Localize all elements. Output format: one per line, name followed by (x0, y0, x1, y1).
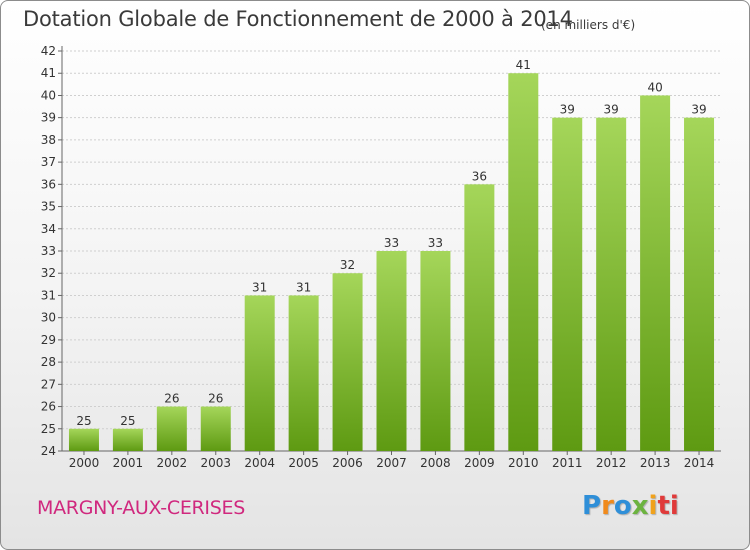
y-tick-labels: 24 25 26 27 28 29 30 31 32 33 34 35 36 37 38 39 40 41 42 (41, 44, 56, 458)
data-label: 40 (647, 80, 662, 94)
y-tick-label: 37 (41, 155, 56, 169)
y-tick-label: 29 (41, 333, 56, 347)
bar (640, 95, 671, 451)
x-tick-label: 2011 (552, 456, 583, 470)
data-labels: 25 25 26 26 31 31 32 33 33 36 41 39 39 40 39 (76, 58, 706, 428)
x-tick-labels: 2000 2001 2002 2003 2004 2005 2006 2007 2008 2009… (69, 456, 715, 470)
bar (420, 251, 451, 451)
y-tick-label: 33 (41, 244, 56, 258)
y-tick-label: 31 (41, 288, 56, 302)
data-label: 39 (560, 103, 575, 117)
y-tick-label: 30 (41, 311, 56, 325)
proxiti-logo: Proxiti (582, 491, 679, 521)
x-tick-label: 2012 (596, 456, 627, 470)
x-tick-label: 2006 (332, 456, 363, 470)
y-tick-label: 41 (41, 66, 56, 80)
data-label: 33 (428, 236, 443, 250)
bar (112, 428, 143, 451)
logo-letter: P (582, 491, 602, 521)
y-tick-label: 35 (41, 200, 56, 214)
y-tick-label: 40 (41, 88, 56, 102)
data-label: 36 (472, 169, 487, 183)
x-tick-label: 2013 (640, 456, 671, 470)
bars (68, 73, 715, 452)
bar (332, 273, 363, 451)
y-tick-label: 42 (41, 44, 56, 58)
data-label: 31 (252, 280, 267, 294)
y-tick-label: 38 (41, 133, 56, 147)
bar (464, 184, 495, 452)
x-tick-label: 2001 (113, 456, 144, 470)
bar (200, 406, 231, 451)
x-tick-label: 2009 (464, 456, 495, 470)
bar (288, 295, 319, 451)
bar (376, 251, 407, 451)
bar (684, 117, 715, 452)
bar (156, 406, 187, 451)
data-label: 31 (296, 280, 311, 294)
x-tick-label: 2005 (288, 456, 319, 470)
y-tick-label: 39 (41, 111, 56, 125)
y-tick-label: 36 (41, 177, 56, 191)
x-tick-label: 2004 (244, 456, 275, 470)
y-tick-label: 25 (41, 422, 56, 436)
bar (68, 428, 99, 451)
logo-letter: ti (657, 491, 679, 521)
commune-name: MARGNY-AUX-CERISES (37, 497, 245, 519)
chart-subtitle: (en milliers d'€) (541, 18, 636, 32)
y-tick-label: 34 (41, 222, 56, 236)
data-label: 41 (516, 58, 531, 72)
x-tick-label: 2002 (157, 456, 188, 470)
x-tick-label: 2003 (200, 456, 231, 470)
logo-letter: o (613, 491, 632, 521)
y-tick-label: 32 (41, 266, 56, 280)
y-tick-label: 27 (41, 377, 56, 391)
bar (244, 295, 275, 451)
bar (552, 117, 583, 452)
bar (508, 73, 539, 451)
y-tick-label: 24 (41, 444, 56, 458)
x-tick-label: 2010 (508, 456, 539, 470)
y-tick-label: 28 (41, 355, 56, 369)
x-tick-label: 2000 (69, 456, 100, 470)
bar (596, 117, 627, 452)
data-label: 26 (208, 392, 223, 406)
data-label: 25 (76, 414, 91, 428)
x-tick-label: 2008 (420, 456, 451, 470)
data-label: 33 (384, 236, 399, 250)
chart-title: Dotation Globale de Fonctionnement de 20… (23, 7, 573, 31)
y-tick-label: 26 (41, 400, 56, 414)
data-label: 26 (164, 392, 179, 406)
logo-letter: x (631, 491, 649, 521)
x-tick-label: 2007 (376, 456, 407, 470)
logo-letter: i (648, 491, 658, 521)
data-label: 39 (604, 103, 619, 117)
x-tick-label: 2014 (684, 456, 715, 470)
data-label: 25 (120, 414, 135, 428)
data-label: 39 (691, 103, 706, 117)
logo-letter: r (601, 491, 614, 521)
data-label: 32 (340, 258, 355, 272)
